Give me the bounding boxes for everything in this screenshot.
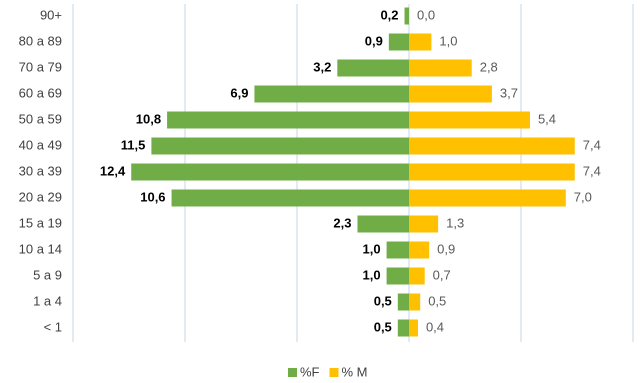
category-label: 50 a 59	[19, 111, 62, 126]
category-label: 70 a 79	[19, 59, 62, 74]
category-label: 40 a 49	[19, 137, 62, 152]
bar	[337, 59, 409, 77]
category-label: 30 a 39	[19, 163, 62, 178]
bar	[409, 163, 575, 181]
bar	[409, 33, 432, 51]
value-label: 7,4	[583, 137, 601, 152]
bar	[171, 189, 409, 207]
bar	[409, 215, 439, 233]
bar	[409, 137, 575, 155]
value-label: 0,7	[433, 267, 451, 282]
bar	[409, 267, 425, 285]
bar	[357, 215, 409, 233]
category-label: 80 a 89	[19, 33, 62, 48]
bar	[254, 85, 409, 103]
bar	[131, 163, 410, 181]
value-label: 0,9	[365, 33, 383, 48]
category-label: 1 a 4	[33, 293, 62, 308]
bar	[151, 137, 409, 155]
value-label: 0,9	[437, 241, 455, 256]
category-label: 60 a 69	[19, 85, 62, 100]
value-label: 5,4	[538, 111, 556, 126]
value-label: 6,9	[230, 85, 248, 100]
category-label: 5 a 9	[33, 267, 62, 282]
bar	[409, 241, 430, 259]
value-label: 11,5	[121, 137, 146, 152]
value-label: 3,2	[313, 59, 331, 74]
value-label: 7,0	[574, 189, 592, 204]
bar	[409, 293, 421, 311]
category-label: 10 a 14	[19, 241, 62, 256]
bar	[409, 59, 472, 77]
bar	[409, 111, 530, 129]
bar	[409, 189, 566, 207]
value-label: 10,6	[140, 189, 165, 204]
value-label: 0,5	[374, 293, 392, 308]
value-label: 0,0	[417, 7, 435, 22]
value-label: 3,7	[500, 85, 518, 100]
category-label: 20 a 29	[19, 189, 62, 204]
legend-swatch	[288, 368, 297, 377]
value-label: 2,3	[333, 215, 351, 230]
legend-label: %F	[300, 364, 320, 379]
value-label: 0,5	[374, 319, 392, 334]
value-label: 1,0	[363, 267, 381, 282]
bar	[409, 319, 418, 337]
category-label: 90+	[40, 7, 62, 22]
bar	[386, 267, 409, 285]
category-label: 15 a 19	[19, 215, 62, 230]
bar	[167, 111, 409, 129]
value-label: 1,3	[446, 215, 464, 230]
bar	[404, 7, 409, 25]
value-label: 2,8	[480, 59, 498, 74]
value-label: 0,2	[380, 7, 398, 22]
bar	[397, 293, 409, 311]
legend-label: % M	[342, 364, 368, 379]
value-label: 1,0	[363, 241, 381, 256]
value-label: 0,5	[428, 293, 446, 308]
legend-swatch	[329, 368, 339, 377]
value-label: 1,0	[439, 33, 457, 48]
value-label: 7,4	[583, 163, 601, 178]
category-label: < 1	[44, 319, 62, 334]
value-label: 0,4	[426, 319, 444, 334]
value-label: 10,8	[136, 111, 161, 126]
bar	[397, 319, 409, 337]
bar	[386, 241, 409, 259]
bar	[388, 33, 409, 51]
value-label: 12,4	[100, 163, 126, 178]
bar	[409, 85, 492, 103]
